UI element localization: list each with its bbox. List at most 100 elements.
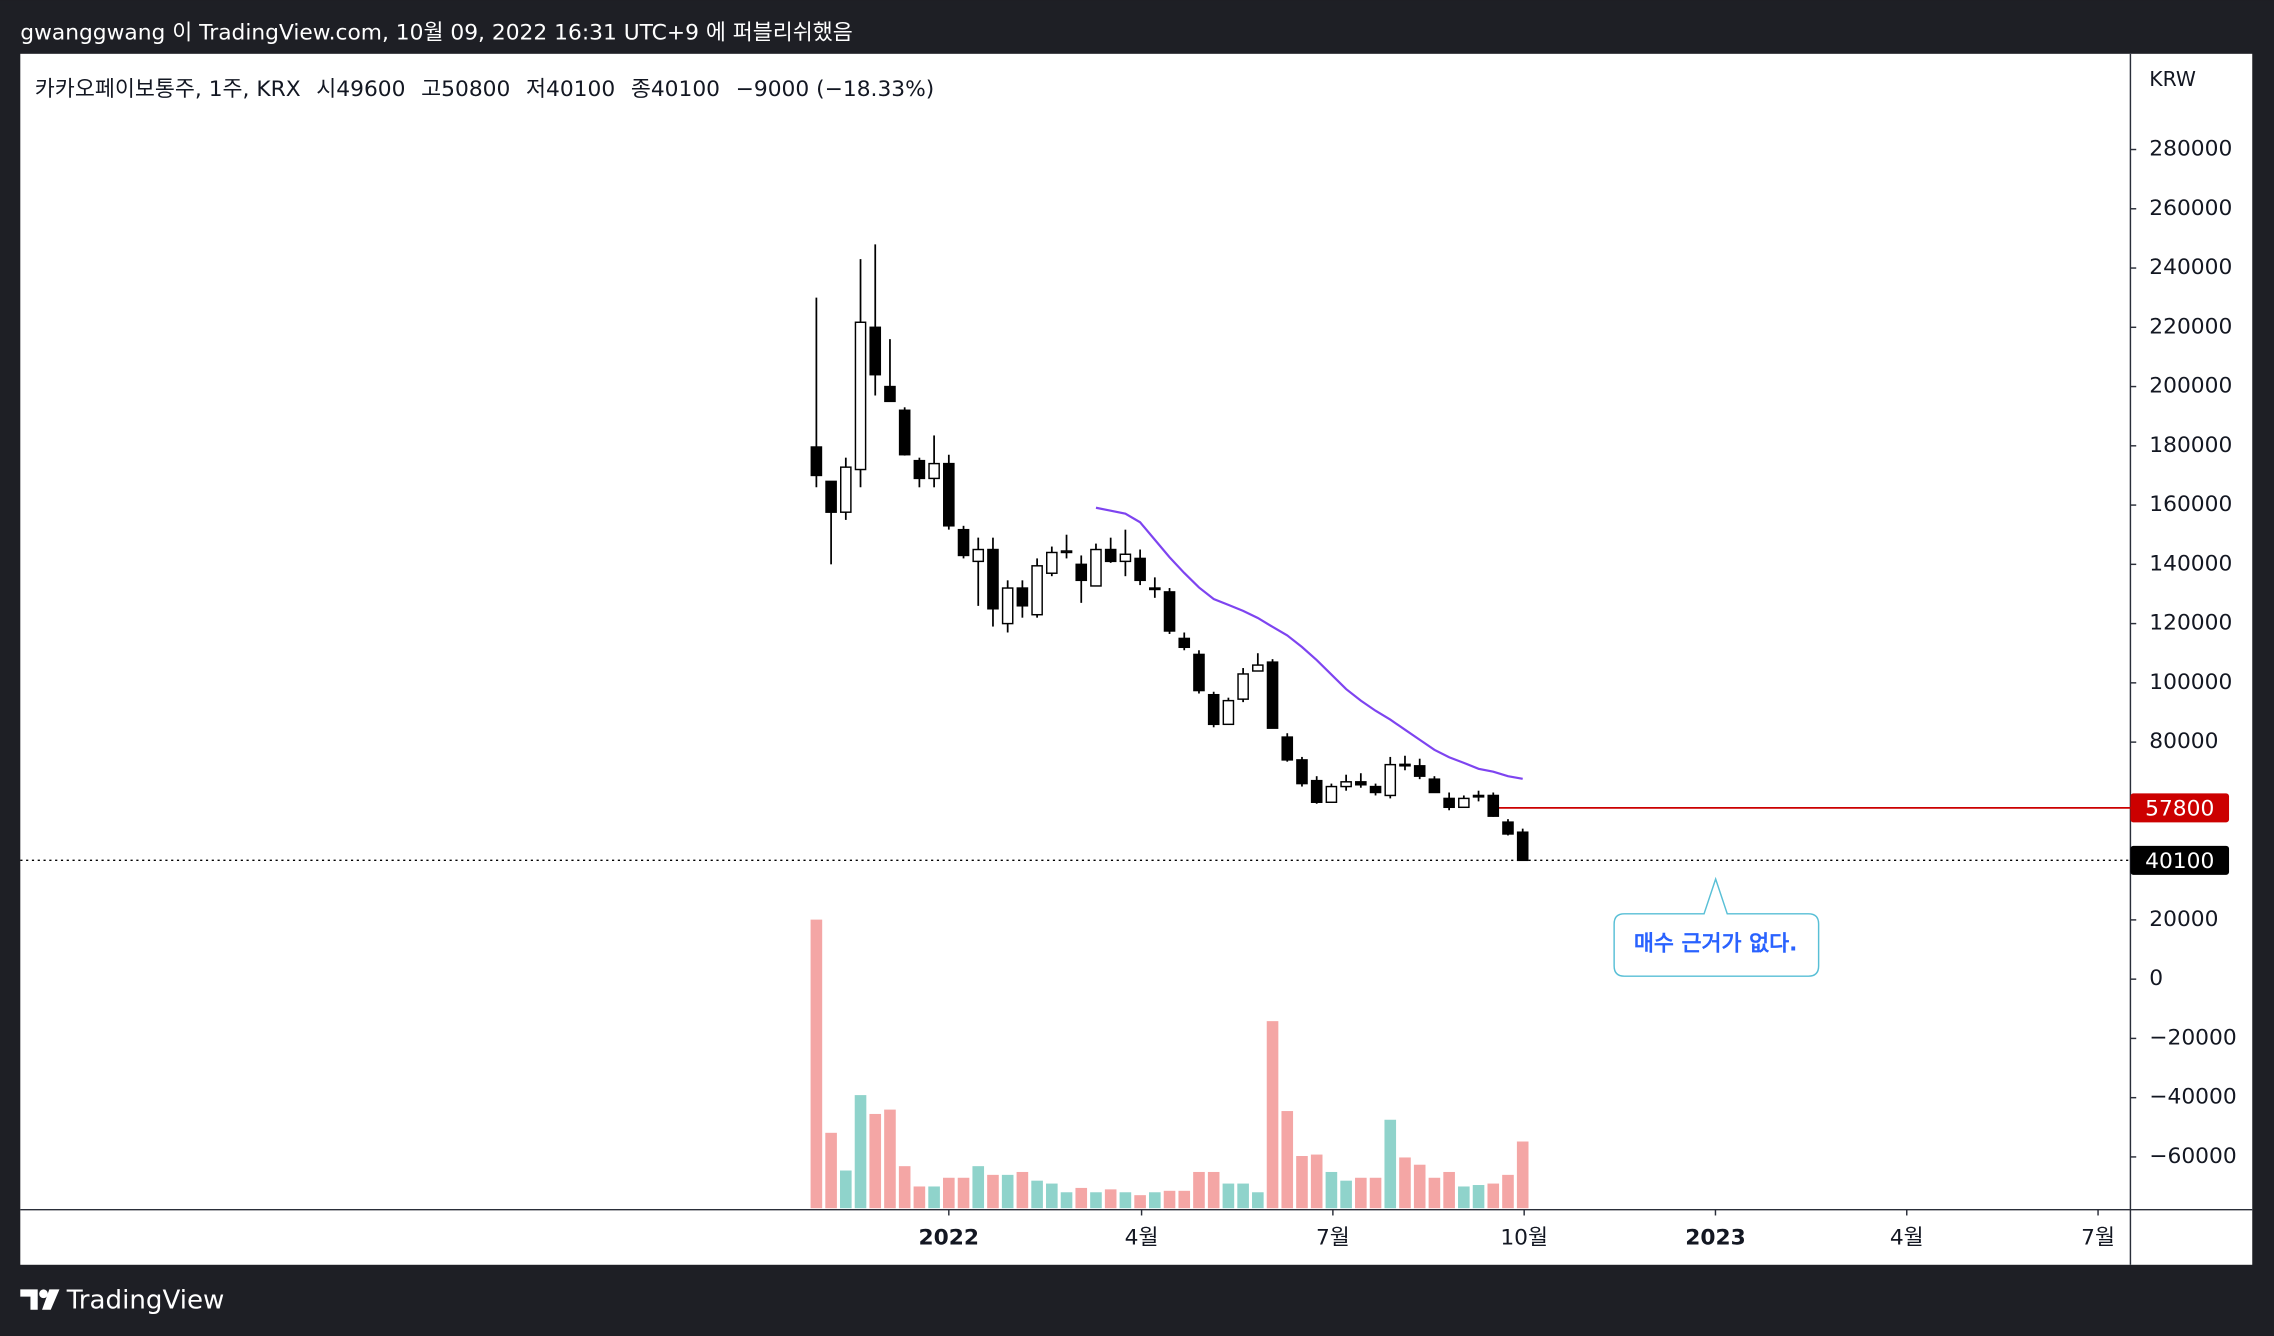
volume-bar [1046, 1183, 1058, 1209]
candle-body [1428, 778, 1441, 794]
candle-body [1472, 794, 1485, 798]
candle-body [840, 466, 852, 513]
volume-bar [1399, 1157, 1411, 1209]
volume-bar [1310, 1154, 1323, 1209]
volume-bar [1369, 1177, 1382, 1209]
y-tick-label: 280000 [2149, 137, 2232, 162]
candle-body [1134, 557, 1146, 582]
x-tick-label: 10월 [1500, 1226, 1548, 1251]
y-tick-label: −40000 [2149, 1085, 2236, 1110]
x-tick-label: 7월 [2081, 1226, 2115, 1251]
volume-bar [854, 1095, 867, 1209]
y-tick-label: 160000 [2149, 492, 2232, 517]
volume-bar [1252, 1192, 1264, 1209]
legend-change: −9000 (−18.33%) [736, 77, 935, 102]
candle-body [1487, 794, 1500, 817]
y-tick-label: 200000 [2149, 374, 2232, 399]
candle-body [1296, 759, 1308, 785]
y-tick-label: 140000 [2149, 551, 2232, 576]
volume-bar [1222, 1183, 1235, 1209]
currency-label: KRW [2149, 67, 2196, 91]
volume-bar [1384, 1119, 1397, 1209]
volume-bar [1355, 1177, 1367, 1209]
logo-mark [42, 1289, 60, 1310]
volume-bar [1502, 1174, 1514, 1209]
volume-bar [1031, 1180, 1043, 1209]
volume-bar [840, 1170, 852, 1209]
volume-bar [1413, 1164, 1426, 1209]
volume-bar [1340, 1180, 1352, 1209]
volume-bar [987, 1174, 999, 1209]
volume-bar [1296, 1156, 1308, 1209]
volume-bar [810, 919, 823, 1209]
candle-body [913, 459, 926, 480]
volume-bar [825, 1132, 837, 1209]
candle-body [943, 462, 955, 527]
y-tick-label: 20000 [2149, 907, 2218, 932]
x-tick-label: 2022 [919, 1226, 980, 1251]
y-tick-label: 220000 [2149, 314, 2232, 339]
volume-bar [1443, 1171, 1455, 1209]
callout-box [1613, 876, 1820, 977]
volume-bar [1001, 1174, 1014, 1209]
legend-low-label: 저 [526, 77, 546, 102]
moving-average [1095, 506, 1523, 780]
y-tick-label: −20000 [2149, 1025, 2236, 1050]
y-tick-label: 100000 [2149, 670, 2232, 695]
candle-body [1325, 785, 1338, 803]
candle-body [1149, 587, 1161, 591]
volume-bar [943, 1177, 955, 1209]
candle-body [987, 548, 999, 610]
candle-body [1443, 797, 1455, 809]
callout-text: 매수 근거가 없다. [1634, 931, 1797, 956]
y-tick-label: 240000 [2149, 255, 2232, 280]
y-tick-label: 80000 [2149, 729, 2218, 754]
volume-bar [1472, 1185, 1485, 1209]
candle-body [854, 321, 867, 471]
legend-high-label: 고 [421, 77, 441, 102]
candle-body [1060, 550, 1073, 554]
volume-bar [1516, 1141, 1529, 1209]
volume-bar [898, 1166, 911, 1209]
volume-bar [1281, 1111, 1294, 1209]
volume-bar [1075, 1187, 1088, 1209]
candle-body [1340, 781, 1352, 788]
y-tick-label: −60000 [2149, 1144, 2236, 1169]
candle-body [825, 480, 837, 513]
chart-panel [20, 53, 2253, 1265]
legend-low: 40100 [546, 77, 615, 102]
legend-open: 49600 [336, 77, 405, 102]
candle-body [1458, 797, 1470, 809]
last-price-label: 40100 [2145, 849, 2214, 874]
volume-bar [884, 1109, 896, 1209]
volume-bar [869, 1113, 882, 1209]
volume-bar [1325, 1171, 1338, 1209]
footer-logo-text: TradingView [66, 1286, 225, 1316]
candle-body [957, 528, 970, 557]
x-tick-label: 4월 [1125, 1226, 1159, 1251]
price-line-label: 57800 [2145, 796, 2214, 821]
y-tick-label: 120000 [2149, 611, 2232, 636]
candle-body [1104, 548, 1117, 563]
candle-body [1369, 785, 1382, 794]
legend-close-label: 종 [631, 77, 651, 102]
volume-bar [1134, 1195, 1146, 1209]
volume-bar [1207, 1171, 1220, 1209]
candle-body [1193, 653, 1205, 692]
volume-bar [972, 1166, 985, 1209]
volume-bar [913, 1186, 926, 1209]
volume-bar [1487, 1183, 1500, 1209]
logo: TradingView [20, 1286, 224, 1316]
y-tick-label: 260000 [2149, 196, 2232, 221]
candle-body [1266, 661, 1279, 729]
candle-body [1516, 831, 1529, 862]
candle-body [1310, 779, 1323, 803]
legend-close: 40100 [651, 77, 720, 102]
candle-body [1016, 587, 1029, 607]
volume-bar [1163, 1190, 1176, 1209]
candle-body [1075, 563, 1088, 582]
candle-body [1222, 699, 1235, 726]
x-tick-label: 2023 [1685, 1226, 1746, 1251]
volume-bar [1119, 1192, 1132, 1209]
candle-body [1252, 664, 1264, 672]
